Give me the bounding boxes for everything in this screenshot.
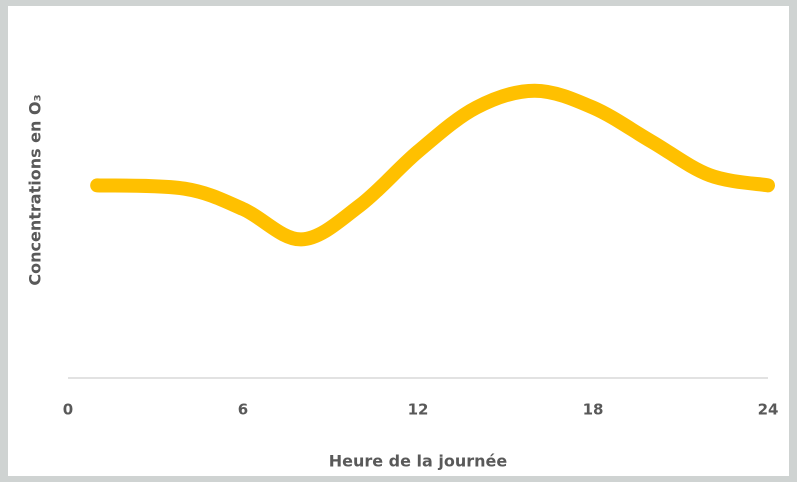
x-tick-label: 0 bbox=[63, 401, 73, 419]
x-tick-label: 12 bbox=[408, 401, 429, 419]
x-tick-label: 6 bbox=[238, 401, 248, 419]
x-tick-label: 24 bbox=[758, 401, 779, 419]
x-tick-label: 18 bbox=[583, 401, 604, 419]
chart-panel bbox=[8, 6, 789, 476]
data-line bbox=[90, 83, 775, 247]
x-axis-title: Heure de la journée bbox=[329, 452, 508, 471]
y-axis-title: Concentrations en O₃ bbox=[26, 94, 45, 285]
